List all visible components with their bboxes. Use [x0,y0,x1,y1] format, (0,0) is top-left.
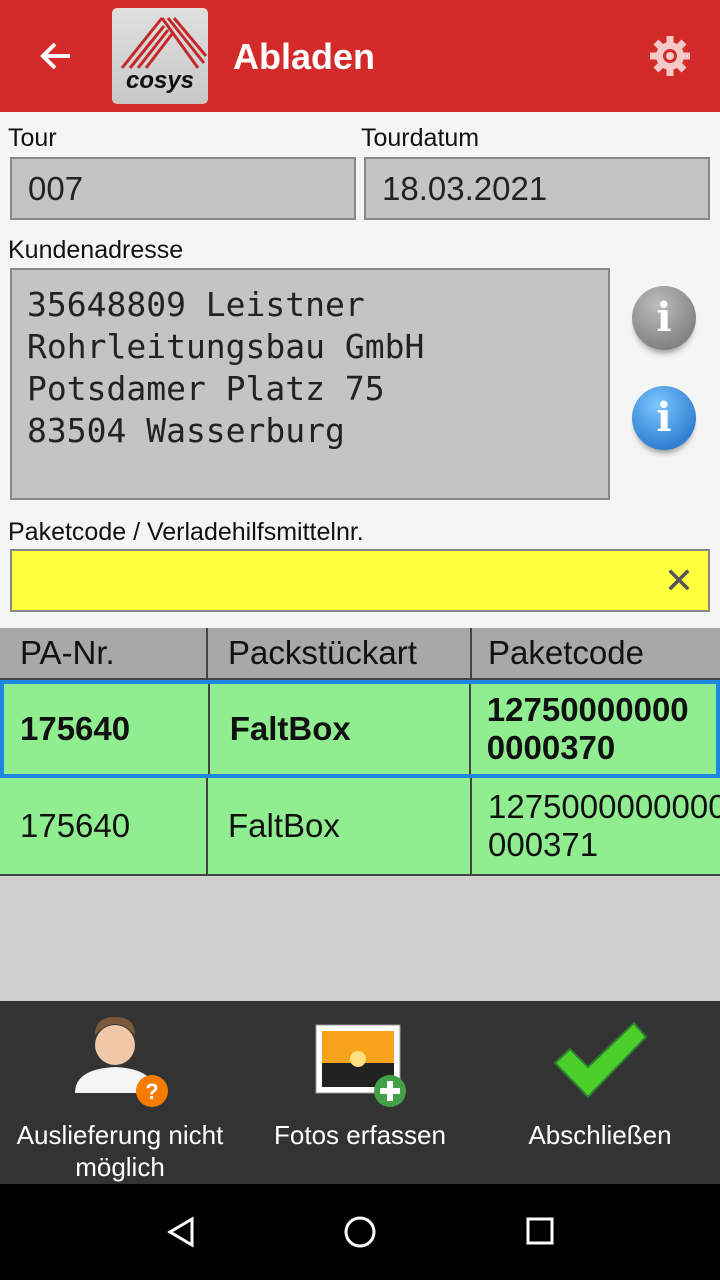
cell-pa-nr: 175640 [4,684,210,774]
paketcode-line2: 0000370 [486,729,616,766]
table-row[interactable]: 175640 FaltBox 1275000000000 000371 [0,778,720,876]
tourdatum-label: Tourdatum [361,124,480,152]
capture-photos-button[interactable]: Fotos erfassen [240,1001,480,1184]
system-nav-bar [0,1184,720,1280]
svg-text:cosys: cosys [126,67,194,94]
tourdatum-field: 18.03.2021 [364,157,710,220]
address-field: 35648809 Leistner Rohrleitungsbau GmbH P… [10,268,610,500]
svg-text:?: ? [145,1079,158,1104]
paketcode-line1: 1275000000000 [488,788,720,825]
tour-label: Tour [8,124,57,152]
cosys-logo: cosys [112,8,208,104]
table-header: PA-Nr. Packstückart Paketcode [0,628,720,680]
header-paketcode[interactable]: Paketcode [488,634,644,671]
scan-label: Paketcode / Verladehilfsmittelnr. [8,518,364,546]
nav-back-icon[interactable] [166,1216,196,1248]
package-table: PA-Nr. Packstückart Paketcode 175640 Fal… [0,628,720,1001]
paketcode-line2: 000371 [488,826,599,863]
cell-paketcode: 12750000000 0000370 [471,684,716,774]
cell-paketcode: 1275000000000 000371 [472,778,720,874]
page-title: Abladen [233,36,376,77]
cell-pa-nr: 175640 [0,778,208,874]
action-bar: ? Auslieferung nicht möglich Fotos erfas… [0,1001,720,1184]
paketcode-line1: 12750000000 [486,691,689,728]
table-row[interactable]: 175640 FaltBox 12750000000 0000370 [0,680,720,778]
back-arrow-icon[interactable] [36,36,76,76]
finish-button[interactable]: Abschließen [480,1001,720,1184]
info-gray-icon[interactable]: i [632,286,696,350]
header-pa-nr[interactable]: PA-Nr. [0,628,208,678]
add-photo-icon [315,1024,406,1107]
nav-recents-icon[interactable] [526,1217,554,1245]
capture-photos-label: Fotos erfassen [274,1120,446,1150]
delivery-not-possible-button[interactable]: ? Auslieferung nicht möglich [0,1001,240,1184]
tour-field: 007 [10,157,356,220]
delivery-not-possible-label: Auslieferung nicht möglich [16,1120,224,1182]
cell-type: FaltBox [210,684,471,774]
cell-type: FaltBox [208,778,472,874]
clear-icon[interactable]: ✕ [663,560,694,601]
nav-home-icon[interactable] [343,1215,377,1249]
gear-icon[interactable] [648,34,692,78]
address-label: Kundenadresse [8,236,184,264]
header-packstueckart[interactable]: Packstückart [208,628,472,678]
checkmark-icon [553,1021,648,1099]
user-question-icon: ? [75,1017,168,1107]
paketcode-input[interactable]: ✕ [10,549,710,612]
finish-label: Abschließen [528,1120,672,1150]
info-blue-icon[interactable]: i [632,386,696,450]
app-bar: cosys Abladen [0,0,720,112]
